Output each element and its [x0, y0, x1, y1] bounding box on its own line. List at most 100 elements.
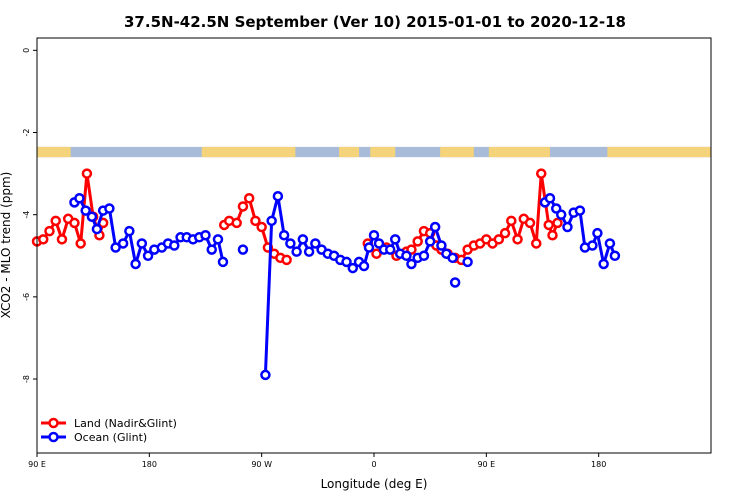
data-point [389, 234, 401, 245]
data-point [436, 240, 447, 251]
data-point [368, 229, 380, 241]
data-point [266, 215, 277, 227]
data-point [536, 168, 547, 179]
data-point [278, 229, 290, 241]
data-point [206, 244, 217, 255]
data-point [117, 238, 129, 249]
data-point [512, 234, 523, 245]
data-point [406, 258, 417, 270]
data-point [124, 225, 135, 237]
data-point [462, 256, 473, 268]
x-tick-label: 0 [371, 460, 376, 469]
data-point [281, 254, 292, 266]
data-point [547, 229, 558, 241]
data-point [169, 240, 180, 251]
y-tick-label: -2 [22, 129, 31, 137]
map-land-band [370, 146, 396, 158]
data-point [291, 246, 302, 257]
data-point [212, 234, 224, 245]
x-tick-label: 90 E [28, 460, 46, 469]
data-point [493, 234, 505, 245]
data-point [285, 238, 296, 249]
data-point [524, 217, 536, 229]
data-point [449, 277, 461, 288]
data-point [56, 234, 68, 245]
data-point [543, 219, 554, 231]
data-point [506, 215, 517, 227]
data-point [217, 256, 229, 268]
data-point [297, 234, 309, 245]
y-tick-label: -6 [22, 293, 31, 301]
data-point [37, 234, 49, 245]
data-point [341, 256, 352, 268]
data-point [544, 192, 556, 204]
data-point [371, 248, 382, 259]
data-point [250, 215, 261, 227]
data-point [412, 236, 423, 247]
data-point [243, 192, 255, 204]
data-point [587, 240, 598, 251]
series-ocean [69, 190, 621, 381]
legend-label-land: Land (Nadir&Glint) [74, 417, 177, 430]
data-point [384, 244, 396, 255]
data-point [401, 250, 412, 262]
data-point [91, 223, 103, 235]
data-point [429, 221, 441, 233]
legend: Land (Nadir&Glint) Ocean (Glint) [41, 417, 177, 444]
data-point [562, 221, 573, 233]
data-point [604, 238, 616, 249]
map-land-band [440, 146, 474, 158]
data-point [418, 250, 430, 262]
map-land-band [339, 146, 360, 158]
map-land-band [37, 146, 71, 158]
data-point [200, 229, 211, 241]
data-point [574, 205, 586, 216]
map-land-band [607, 146, 711, 158]
map-land-band [488, 146, 550, 158]
data-point [237, 201, 249, 212]
world-map-strip [37, 146, 711, 158]
plot-frame [36, 37, 712, 454]
data-point [86, 211, 98, 222]
map-land-band [201, 146, 296, 158]
data-point [531, 238, 542, 249]
data-point [104, 203, 115, 214]
data-point [592, 227, 603, 239]
data-point [555, 209, 567, 220]
data-point [80, 205, 91, 216]
data-point [142, 250, 154, 262]
data-point [81, 168, 93, 179]
data-point [256, 221, 267, 233]
data-point [231, 217, 242, 229]
data-point [237, 244, 249, 255]
data-point [347, 262, 359, 274]
data-point [75, 238, 86, 249]
series-layer [31, 168, 621, 381]
data-point [598, 258, 609, 270]
data-point [136, 238, 148, 249]
data-point [447, 252, 458, 264]
x-tick-label: 180 [591, 460, 606, 469]
data-point [552, 217, 563, 229]
data-point [130, 258, 141, 270]
data-point [363, 242, 375, 253]
data-point [74, 192, 85, 204]
y-axis-label: XCO2 - MLO trend (ppm) [0, 172, 13, 319]
x-tick-label: 90 E [477, 460, 495, 469]
series-line [263, 194, 454, 375]
data-point [44, 225, 55, 237]
x-tick-label: 180 [142, 460, 157, 469]
data-point [272, 190, 284, 202]
data-point [260, 369, 271, 381]
data-point [609, 250, 621, 262]
data-point [69, 217, 80, 229]
data-point [110, 242, 121, 253]
axes: 90 E 180 90 W 0 90 E 180 0 -2 -4 -6 -8 [22, 48, 606, 469]
legend-marker-land [48, 417, 59, 429]
data-point [499, 227, 511, 239]
data-point [50, 215, 61, 227]
data-point [358, 260, 370, 272]
chart-title: 37.5N-42.5N September (Ver 10) 2015-01-0… [124, 13, 626, 31]
legend-label-ocean: Ocean (Glint) [74, 431, 147, 444]
data-point [310, 238, 321, 249]
